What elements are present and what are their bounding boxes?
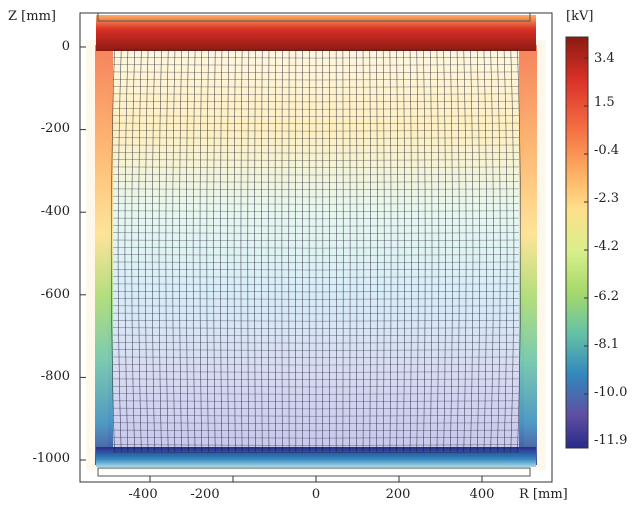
- colorbar-tick-label: -2.3: [594, 191, 619, 206]
- colorbar-tick-label: -0.4: [594, 143, 619, 158]
- x-tick-label: -200: [180, 487, 230, 502]
- plot-area: [80, 13, 552, 482]
- r-axis-label: R [mm]: [519, 487, 568, 502]
- y-tick-label: -800: [10, 369, 70, 384]
- y-tick-label: -1000: [10, 451, 70, 466]
- x-tick-label: 200: [373, 487, 423, 502]
- y-tick-label: -600: [10, 287, 70, 302]
- colorbar-tick-label: -4.2: [594, 239, 619, 254]
- z-axis-label: Z [mm]: [8, 9, 56, 24]
- x-tick-label: 400: [457, 487, 507, 502]
- colorbar-tick-label: -11.9: [594, 433, 627, 448]
- colorbar-unit-label: [kV]: [566, 9, 593, 24]
- x-tick-label: -400: [118, 487, 168, 502]
- colorbar-tick-label: 3.4: [594, 51, 615, 66]
- colorbar-tick-label: -10.0: [594, 385, 627, 400]
- y-tick-label: -200: [10, 121, 70, 136]
- colorbar: [566, 37, 588, 448]
- colorbar-tick-label: -6.2: [594, 289, 619, 304]
- colorbar-tick-label: -8.1: [594, 337, 619, 352]
- y-tick-label: -400: [10, 204, 70, 219]
- x-tick-label: 0: [291, 487, 341, 502]
- y-tick-label: 0: [10, 39, 70, 54]
- colorbar-tick-label: 1.5: [594, 95, 615, 110]
